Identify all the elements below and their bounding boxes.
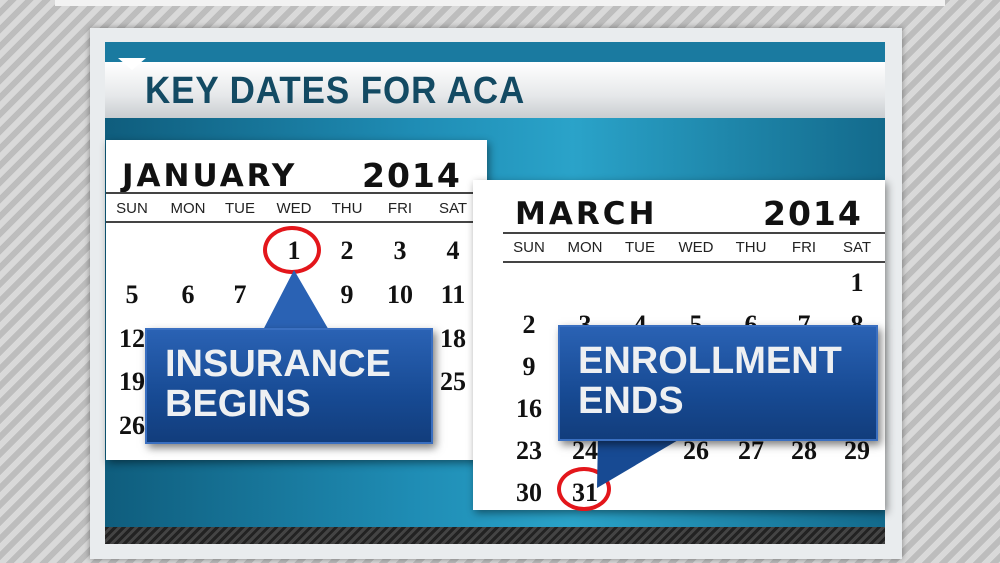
month-label: MARCH (515, 196, 658, 232)
date-cell: 7 (233, 280, 247, 309)
red-circle-annotation (557, 467, 611, 511)
callout-line-1: INSURANCE (165, 343, 391, 385)
date-cell: 2 (522, 310, 536, 339)
date-cell: 11 (440, 280, 466, 309)
top-bar (55, 0, 945, 6)
date-cell: 3 (393, 236, 407, 265)
triangle-marker-icon (118, 58, 146, 70)
date-cell: 12 (119, 324, 145, 353)
date-cell: 6 (181, 280, 195, 309)
date-cell: 23 (516, 436, 542, 465)
date-cell: 1 (850, 268, 864, 297)
date-cell: 25 (440, 367, 466, 396)
date-cell: 26 (119, 411, 145, 440)
date-cell: 16 (516, 394, 542, 423)
callout-line-1: ENROLLMENT (578, 340, 842, 382)
graphic-title: KEY DATES FOR ACA (145, 70, 526, 112)
hatch-stripe (105, 527, 885, 544)
insurance-begins-callout: INSURANCE BEGINS (145, 328, 433, 444)
enrollment-callout-pointer (597, 436, 685, 488)
day-name-fri: FRI (387, 200, 413, 217)
day-name-mon: MON (567, 239, 603, 256)
day-name-mon: MON (170, 200, 206, 217)
day-name-fri: FRI (791, 239, 817, 256)
day-name-tue: TUE (625, 239, 655, 256)
date-cell: 18 (440, 324, 466, 353)
divider (106, 192, 481, 194)
year-label: 2014 (362, 156, 462, 195)
day-name-thu: THU (331, 200, 363, 217)
day-name-sun: SUN (116, 200, 148, 217)
date-cell: 9 (340, 280, 354, 309)
red-circle-annotation (263, 226, 321, 274)
date-cell: 30 (516, 478, 542, 507)
divider (503, 232, 885, 234)
callout-line-2: BEGINS (165, 383, 311, 425)
day-name-sat: SAT (842, 239, 872, 256)
callout-line-2: ENDS (578, 380, 684, 422)
date-cell: 2 (340, 236, 354, 265)
insurance-callout-pointer (262, 270, 330, 332)
date-cell: 19 (119, 367, 145, 396)
date-cell: 9 (522, 352, 536, 381)
day-name-sun: SUN (513, 239, 545, 256)
divider (106, 221, 481, 223)
title-bar: KEY DATES FOR ACA (105, 62, 885, 118)
day-name-tue: TUE (225, 200, 255, 217)
day-name-thu: THU (735, 239, 767, 256)
date-cell: 5 (125, 280, 139, 309)
date-cell: 4 (446, 236, 460, 265)
day-name-wed: WED (678, 239, 714, 256)
divider (503, 261, 885, 263)
day-name-wed: WED (276, 200, 312, 217)
date-cell: 10 (387, 280, 413, 309)
month-label: JANUARY (122, 158, 298, 194)
enrollment-ends-callout: ENROLLMENT ENDS (558, 325, 878, 441)
year-label: 2014 (763, 194, 863, 233)
day-name-sat: SAT (438, 200, 468, 217)
